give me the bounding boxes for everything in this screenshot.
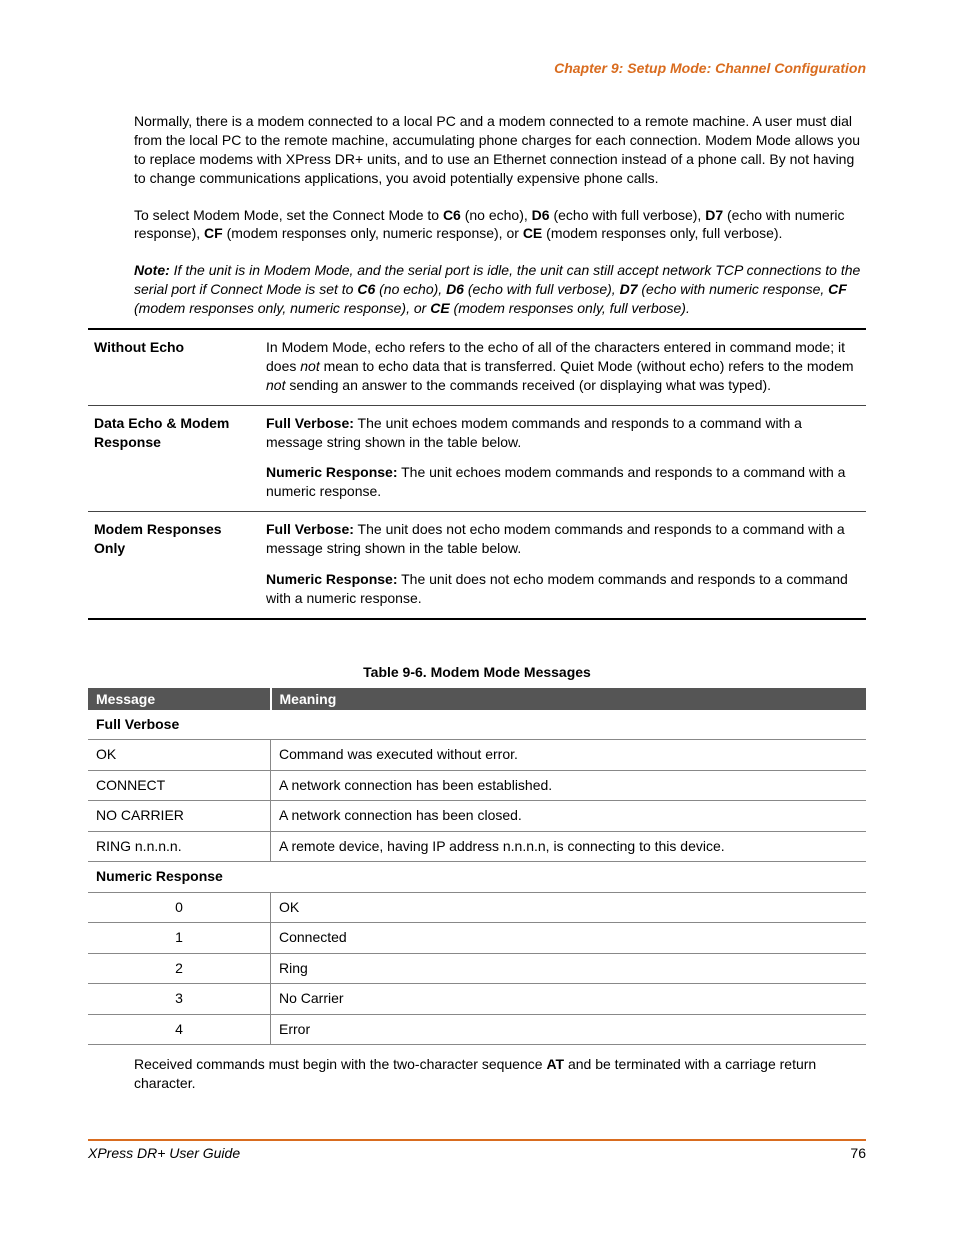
header-message: Message <box>88 688 271 710</box>
text-fragment: (no echo), <box>461 207 532 223</box>
nr-label: Numeric Response: <box>266 571 397 587</box>
table-row: CONNECT A network connection has been es… <box>88 770 866 801</box>
code-d7: D7 <box>620 281 638 297</box>
def-label: Modem Responses Only <box>88 512 260 619</box>
text-fragment: (echo with full verbose), <box>464 281 620 297</box>
table-caption: Table 9-6. Modem Mode Messages <box>88 664 866 680</box>
text-fragment: Received commands must begin with the tw… <box>134 1056 546 1072</box>
section-numeric-response: Numeric Response <box>88 862 866 893</box>
meaning-cell: Error <box>271 1014 867 1045</box>
footer-page-number: 76 <box>850 1145 866 1161</box>
section-row: Numeric Response <box>88 862 866 893</box>
code-d6: D6 <box>446 281 464 297</box>
code-at: AT <box>546 1056 564 1072</box>
meaning-cell: Connected <box>271 923 867 954</box>
text-fragment: (modem responses only, numeric response)… <box>134 300 430 316</box>
definition-table: Without Echo In Modem Mode, echo refers … <box>88 328 866 620</box>
def-text: Full Verbose: The unit does not echo mod… <box>260 512 866 619</box>
msg-cell: RING n.n.n.n. <box>88 831 271 862</box>
paragraph-select-mode: To select Modem Mode, set the Connect Mo… <box>134 206 866 244</box>
msg-cell: OK <box>88 740 271 771</box>
text-fragment: mean to echo data that is transferred. Q… <box>320 358 854 374</box>
code-c6: C6 <box>443 207 461 223</box>
def-label: Data Echo & Modem Response <box>88 405 260 512</box>
fv-label: Full Verbose: <box>266 415 354 431</box>
meaning-cell: Command was executed without error. <box>271 740 867 771</box>
full-verbose-block: Full Verbose: The unit does not echo mod… <box>266 520 860 558</box>
numeric-response-block: Numeric Response: The unit echoes modem … <box>266 463 860 501</box>
text-fragment: (modem responses only, numeric response)… <box>223 225 523 241</box>
meaning-cell: A network connection has been closed. <box>271 801 867 832</box>
code-c6: C6 <box>357 281 375 297</box>
table-row: 4 Error <box>88 1014 866 1045</box>
table-row: Data Echo & Modem Response Full Verbose:… <box>88 405 866 512</box>
table-row: OK Command was executed without error. <box>88 740 866 771</box>
text-fragment: (modem responses only, full verbose). <box>450 300 690 316</box>
table-row: 2 Ring <box>88 953 866 984</box>
msg-cell: 1 <box>88 923 271 954</box>
meaning-cell: A remote device, having IP address n.n.n… <box>271 831 867 862</box>
footer-guide-title: XPress DR+ User Guide <box>88 1145 240 1161</box>
table-row: Modem Responses Only Full Verbose: The u… <box>88 512 866 619</box>
table-header-row: Message Meaning <box>88 688 866 710</box>
paragraph-intro: Normally, there is a modem connected to … <box>134 112 866 188</box>
msg-cell: NO CARRIER <box>88 801 271 832</box>
chapter-header: Chapter 9: Setup Mode: Channel Configura… <box>88 60 866 76</box>
note-paragraph: Note: If the unit is in Modem Mode, and … <box>134 261 866 318</box>
table-row: 0 OK <box>88 892 866 923</box>
def-label: Without Echo <box>88 329 260 405</box>
table-row: Without Echo In Modem Mode, echo refers … <box>88 329 866 405</box>
text-fragment: (echo with full verbose), <box>550 207 706 223</box>
table-row: 1 Connected <box>88 923 866 954</box>
meaning-cell: OK <box>271 892 867 923</box>
italic-not: not <box>266 377 285 393</box>
code-cf: CF <box>204 225 223 241</box>
text-fragment: (modem responses only, full verbose). <box>542 225 782 241</box>
messages-table: Message Meaning Full Verbose OK Command … <box>88 688 866 1046</box>
note-label: Note: <box>134 262 170 278</box>
italic-not: not <box>300 358 319 374</box>
full-verbose-block: Full Verbose: The unit echoes modem comm… <box>266 414 860 452</box>
code-cf: CF <box>828 281 847 297</box>
def-text: Full Verbose: The unit echoes modem comm… <box>260 405 866 512</box>
numeric-response-block: Numeric Response: The unit does not echo… <box>266 570 860 608</box>
document-page: Chapter 9: Setup Mode: Channel Configura… <box>0 0 954 1191</box>
msg-cell: 3 <box>88 984 271 1015</box>
code-ce: CE <box>523 225 542 241</box>
meaning-cell: A network connection has been establishe… <box>271 770 867 801</box>
fv-label: Full Verbose: <box>266 521 354 537</box>
table-row: NO CARRIER A network connection has been… <box>88 801 866 832</box>
code-ce: CE <box>430 300 449 316</box>
nr-label: Numeric Response: <box>266 464 397 480</box>
header-meaning: Meaning <box>271 688 867 710</box>
table-row: RING n.n.n.n. A remote device, having IP… <box>88 831 866 862</box>
meaning-cell: Ring <box>271 953 867 984</box>
text-fragment: sending an answer to the commands receiv… <box>285 377 771 393</box>
text-fragment: (echo with numeric response, <box>638 281 829 297</box>
code-d6: D6 <box>532 207 550 223</box>
code-d7: D7 <box>705 207 723 223</box>
text-fragment: To select Modem Mode, set the Connect Mo… <box>134 207 443 223</box>
section-row: Full Verbose <box>88 710 866 740</box>
msg-cell: CONNECT <box>88 770 271 801</box>
msg-cell: 2 <box>88 953 271 984</box>
def-text: In Modem Mode, echo refers to the echo o… <box>260 329 866 405</box>
text-fragment: (no echo), <box>375 281 446 297</box>
meaning-cell: No Carrier <box>271 984 867 1015</box>
trailing-paragraph: Received commands must begin with the tw… <box>134 1055 866 1093</box>
msg-cell: 4 <box>88 1014 271 1045</box>
section-full-verbose: Full Verbose <box>88 710 866 740</box>
msg-cell: 0 <box>88 892 271 923</box>
table-row: 3 No Carrier <box>88 984 866 1015</box>
page-footer: XPress DR+ User Guide 76 <box>88 1139 866 1161</box>
